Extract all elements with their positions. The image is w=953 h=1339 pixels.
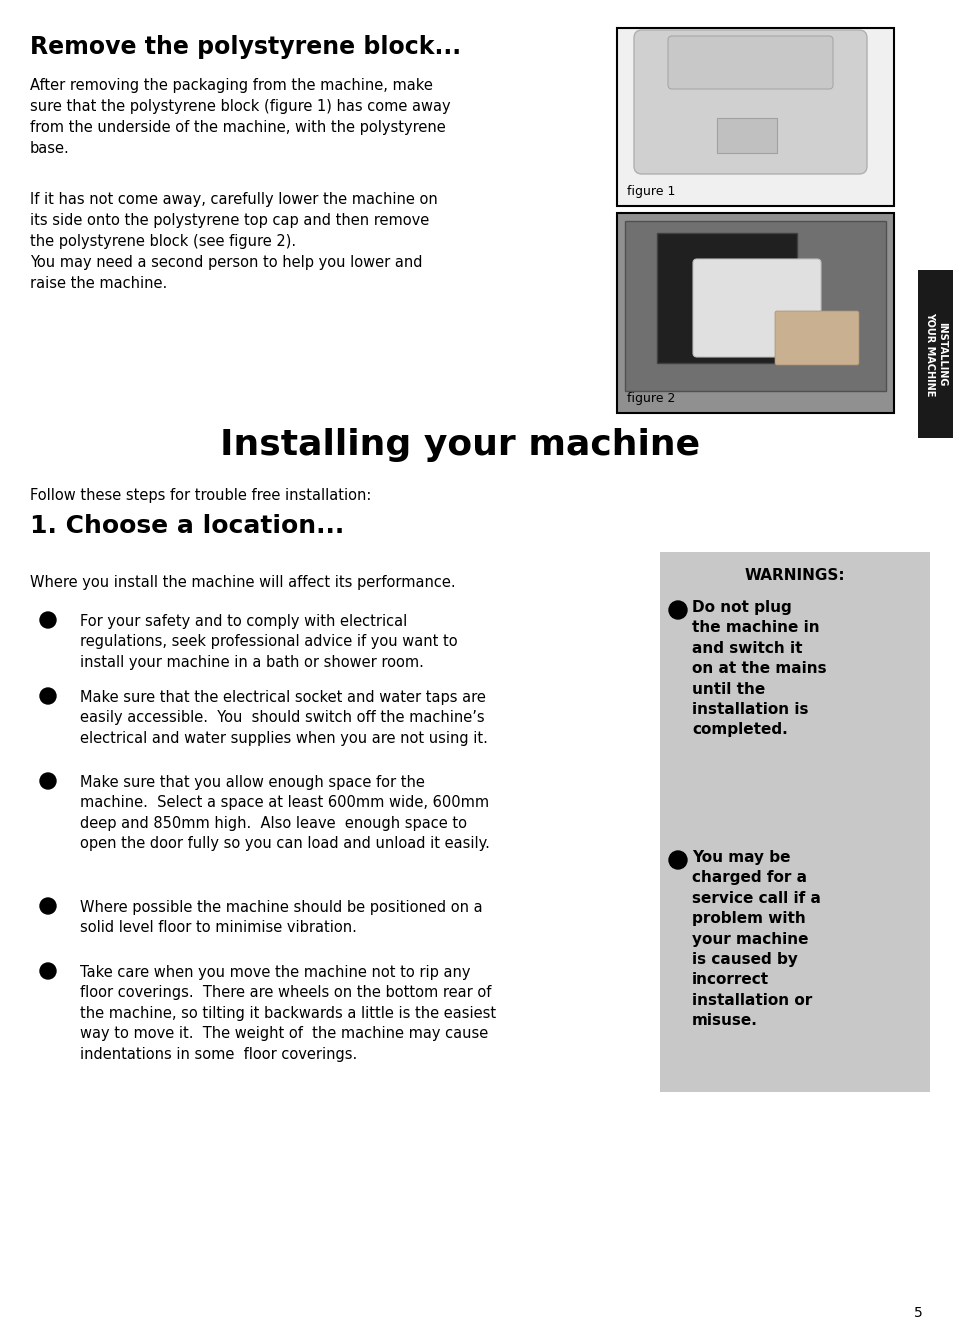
Text: Where you install the machine will affect its performance.: Where you install the machine will affec… — [30, 574, 456, 590]
Circle shape — [40, 773, 56, 789]
Circle shape — [40, 612, 56, 628]
Text: 1. Choose a location...: 1. Choose a location... — [30, 514, 344, 538]
Bar — [624, 221, 885, 391]
Text: INSTALLING
YOUR MACHINE: INSTALLING YOUR MACHINE — [924, 312, 945, 396]
Text: Installing your machine: Installing your machine — [220, 428, 700, 462]
Text: WARNINGS:: WARNINGS: — [744, 568, 844, 582]
FancyBboxPatch shape — [692, 258, 821, 358]
Bar — [717, 118, 776, 153]
Text: After removing the packaging from the machine, make
sure that the polystyrene bl: After removing the packaging from the ma… — [30, 78, 450, 157]
Text: 5: 5 — [913, 1306, 922, 1320]
Bar — [657, 233, 796, 363]
Bar — [617, 28, 893, 206]
Text: Take care when you move the machine not to rip any
floor coverings.  There are w: Take care when you move the machine not … — [80, 965, 496, 1062]
Text: Remove the polystyrene block...: Remove the polystyrene block... — [30, 35, 460, 59]
Circle shape — [668, 852, 686, 869]
Text: Make sure that the electrical socket and water taps are
easily accessible.  You : Make sure that the electrical socket and… — [80, 690, 487, 746]
Text: You may be
charged for a
service call if a
problem with
your machine
is caused b: You may be charged for a service call if… — [691, 850, 820, 1028]
Circle shape — [40, 898, 56, 915]
Bar — [659, 552, 929, 1093]
Circle shape — [40, 688, 56, 704]
Bar — [617, 213, 893, 412]
Text: Follow these steps for trouble free installation:: Follow these steps for trouble free inst… — [30, 487, 371, 503]
FancyBboxPatch shape — [667, 36, 832, 88]
Circle shape — [668, 601, 686, 619]
FancyBboxPatch shape — [634, 29, 866, 174]
Text: Where possible the machine should be positioned on a
solid level floor to minimi: Where possible the machine should be pos… — [80, 900, 482, 936]
FancyBboxPatch shape — [774, 311, 858, 366]
Bar — [917, 270, 953, 438]
Text: Make sure that you allow enough space for the
machine.  Select a space at least : Make sure that you allow enough space fo… — [80, 775, 489, 852]
Text: Do not plug
the machine in
and switch it
on at the mains
until the
installation : Do not plug the machine in and switch it… — [691, 600, 825, 738]
Circle shape — [40, 963, 56, 979]
Text: For your safety and to comply with electrical
regulations, seek professional adv: For your safety and to comply with elect… — [80, 615, 457, 670]
Text: If it has not come away, carefully lower the machine on
its side onto the polyst: If it has not come away, carefully lower… — [30, 191, 437, 291]
Text: figure 1: figure 1 — [626, 185, 675, 198]
Text: figure 2: figure 2 — [626, 392, 675, 404]
